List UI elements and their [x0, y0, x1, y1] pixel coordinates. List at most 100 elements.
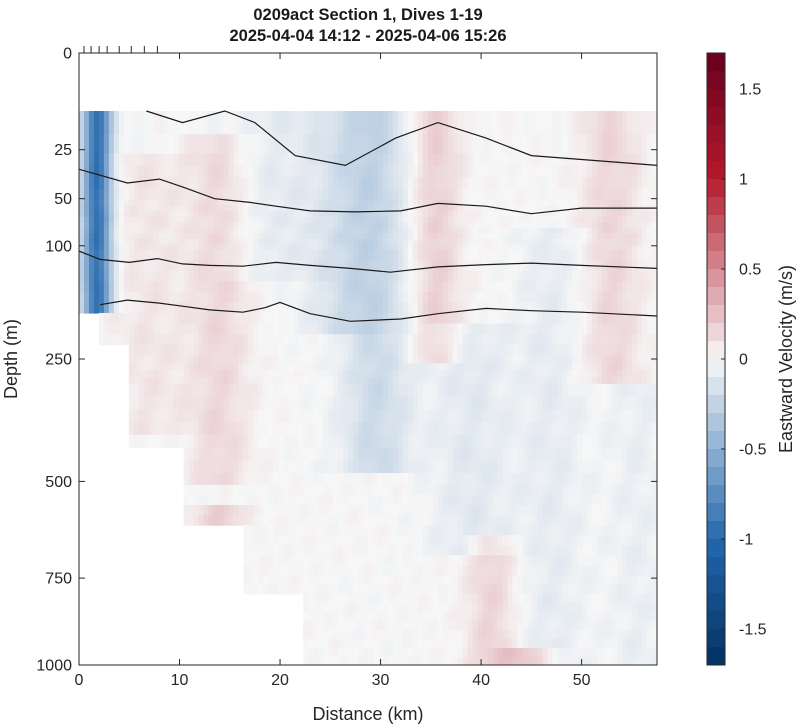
velocity-cell — [442, 370, 449, 378]
velocity-cell — [467, 153, 474, 166]
velocity-cell — [243, 239, 250, 246]
velocity-cell — [163, 409, 170, 423]
velocity-cell — [323, 111, 329, 135]
velocity-cell — [228, 153, 235, 166]
velocity-cell — [163, 222, 170, 229]
velocity-cell — [143, 409, 150, 423]
velocity-cell — [482, 434, 489, 449]
velocity-cell — [308, 233, 314, 240]
velocity-cell — [457, 177, 464, 190]
velocity-cell — [532, 575, 539, 586]
velocity-cell — [527, 216, 534, 223]
velocity-cell — [333, 249, 339, 261]
velocity-cell — [228, 244, 235, 251]
velocity-cell — [492, 555, 499, 566]
velocity-cell — [542, 611, 548, 622]
velocity-cell — [358, 535, 364, 546]
velocity-cell — [402, 363, 409, 371]
velocity-cell — [343, 291, 349, 303]
velocity-cell — [517, 281, 524, 293]
velocity-cell — [462, 460, 469, 474]
velocity-cell — [587, 134, 593, 155]
velocity-cell — [83, 291, 90, 303]
velocity-cell — [368, 575, 374, 586]
velocity-cell — [547, 188, 553, 201]
velocity-cell — [502, 484, 509, 496]
velocity-cell — [368, 504, 374, 516]
velocity-cell — [193, 199, 200, 206]
velocity-cell — [402, 281, 409, 293]
velocity-cell — [407, 216, 414, 223]
velocity-cell — [402, 153, 409, 166]
velocity-cell — [567, 629, 573, 640]
velocity-cell — [512, 249, 519, 261]
velocity-cell — [577, 210, 583, 218]
velocity-cell — [382, 233, 389, 240]
velocity-cell — [482, 657, 489, 665]
velocity-cell — [318, 199, 324, 206]
velocity-cell — [363, 584, 369, 595]
velocity-cell — [402, 396, 409, 411]
velocity-cell — [228, 396, 235, 411]
velocity-cell — [517, 222, 524, 229]
velocity-cell — [203, 281, 210, 293]
velocity-cell — [353, 396, 359, 411]
velocity-cell — [223, 515, 230, 526]
velocity-cell — [103, 291, 110, 303]
velocity-cell — [208, 334, 215, 346]
velocity-cell — [502, 409, 509, 423]
velocity-cell — [587, 334, 593, 346]
velocity-cell — [427, 647, 434, 658]
velocity-cell — [248, 111, 254, 135]
velocity-cell — [128, 134, 135, 155]
velocity-cell — [557, 515, 563, 526]
velocity-cell — [233, 165, 240, 178]
velocity-cell — [567, 216, 573, 223]
velocity-cell — [372, 473, 379, 486]
velocity-cell — [338, 370, 344, 378]
velocity-cell — [258, 134, 264, 155]
velocity-cell — [303, 565, 309, 576]
velocity-cell — [587, 504, 593, 516]
velocity-cell — [328, 344, 334, 356]
velocity-cell — [442, 165, 449, 178]
velocity-cell — [213, 396, 220, 411]
velocity-cell — [303, 575, 309, 586]
velocity-cell — [587, 584, 593, 595]
velocity-cell — [462, 134, 469, 155]
velocity-cell — [422, 302, 429, 314]
velocity-cell — [402, 270, 409, 282]
velocity-cell — [318, 575, 324, 586]
velocity-cell — [79, 249, 85, 261]
velocity-cell — [487, 323, 494, 335]
velocity-cell — [372, 638, 379, 649]
velocity-cell — [432, 210, 439, 218]
velocity-cell — [218, 153, 225, 166]
velocity-cell — [462, 370, 469, 378]
velocity-cell — [133, 344, 140, 356]
velocity-cell — [432, 473, 439, 486]
velocity-cell — [497, 302, 504, 314]
velocity-cell — [278, 460, 284, 474]
velocity-cell — [263, 291, 269, 303]
velocity-cell — [183, 165, 190, 178]
velocity-cell — [308, 515, 314, 526]
velocity-cell — [353, 593, 359, 604]
velocity-cell — [507, 593, 514, 604]
velocity-cell — [253, 515, 259, 526]
velocity-cell — [577, 602, 583, 613]
velocity-cell — [512, 383, 519, 398]
velocity-cell — [278, 249, 284, 261]
velocity-cell — [363, 291, 369, 303]
velocity-cell — [343, 602, 349, 613]
velocity-cell — [427, 363, 434, 371]
velocity-cell — [303, 593, 309, 604]
velocity-cell — [382, 370, 389, 378]
velocity-cell — [587, 227, 593, 235]
velocity-cell — [223, 210, 230, 218]
velocity-cell — [512, 227, 519, 235]
velocity-cell — [487, 638, 494, 649]
velocity-cell — [133, 227, 140, 235]
velocity-cell — [487, 565, 494, 576]
velocity-cell — [248, 188, 254, 201]
